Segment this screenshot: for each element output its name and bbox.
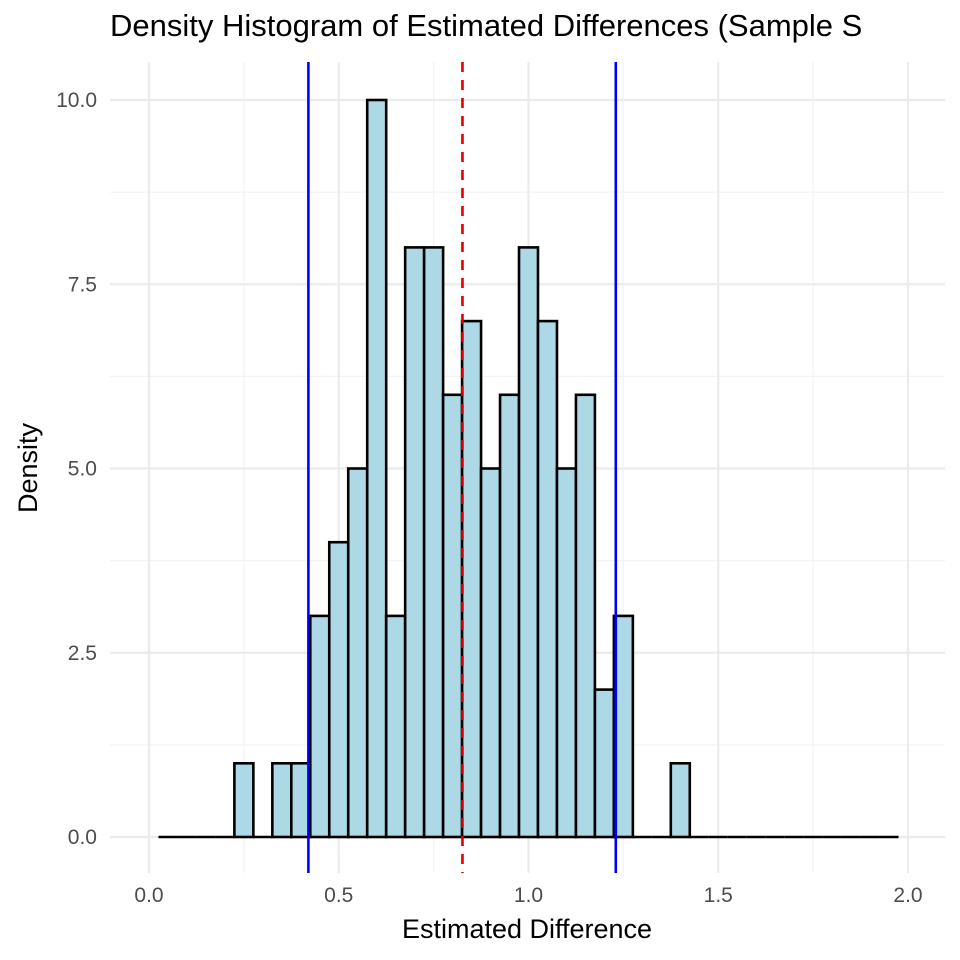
histogram-bar — [517, 246, 540, 839]
histogram-bar — [593, 688, 616, 839]
x-tick-label: 1.0 — [514, 884, 543, 907]
y-tick-label: 5.0 — [68, 458, 97, 481]
histogram-bar — [327, 540, 350, 839]
y-axis-tick-labels: 0.0 2.5 5.0 7.5 10.0 — [56, 89, 97, 849]
histogram-bar — [441, 393, 464, 839]
y-tick-label: 2.5 — [68, 642, 97, 665]
histogram-bars — [158, 98, 899, 839]
histogram-bar — [612, 614, 635, 839]
x-tick-label: 2.0 — [893, 884, 922, 907]
histogram-bar — [574, 393, 597, 839]
histogram-bar — [498, 393, 521, 839]
x-tick-label: 0.5 — [324, 884, 353, 907]
y-tick-label: 10.0 — [56, 89, 97, 112]
histogram-bar — [346, 467, 369, 839]
histogram-bar — [555, 467, 578, 839]
y-axis-label: Density — [13, 422, 43, 513]
histogram-bar — [669, 761, 692, 839]
reference-lines — [307, 62, 618, 873]
x-tick-label: 1.5 — [704, 884, 733, 907]
histogram-bar — [271, 761, 293, 839]
histogram-bar — [233, 761, 255, 839]
chart-title: Density Histogram of Estimated Differenc… — [110, 8, 863, 43]
histogram-bar — [479, 467, 502, 839]
histogram-bar — [384, 614, 407, 839]
histogram-bar — [308, 614, 331, 839]
y-tick-label: 0.0 — [68, 826, 97, 849]
histogram-bar — [365, 98, 388, 839]
histogram-bar — [403, 246, 426, 839]
x-axis-tick-labels: 0.0 0.5 1.0 1.5 2.0 — [134, 884, 922, 907]
x-tick-label: 0.0 — [134, 884, 163, 907]
histogram-bar — [536, 319, 559, 839]
histogram-bar — [460, 319, 483, 839]
x-axis-label: Estimated Difference — [402, 914, 652, 944]
y-tick-label: 7.5 — [68, 273, 97, 296]
histogram-bar — [422, 246, 445, 839]
